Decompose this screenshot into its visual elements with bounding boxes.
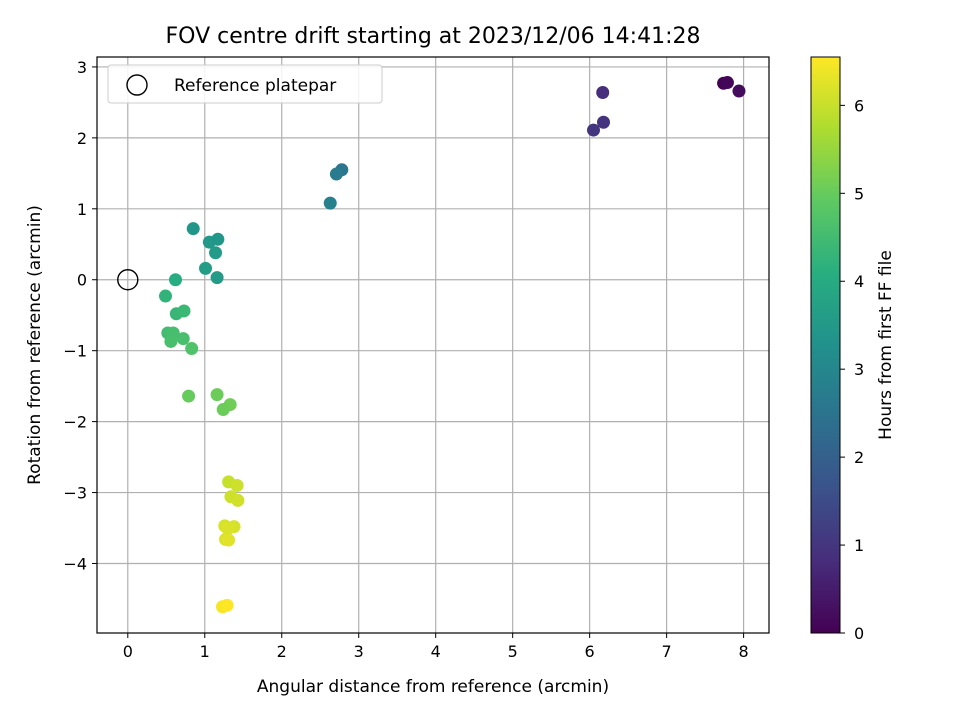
y-tick-label: −4 — [63, 554, 87, 573]
scatter-point — [596, 85, 610, 99]
x-tick-label: 7 — [662, 642, 672, 661]
y-tick-label: −3 — [63, 484, 87, 503]
colorbar-tick-label: 6 — [854, 96, 864, 115]
scatter-point — [164, 334, 178, 348]
scatter-point — [597, 115, 611, 129]
scatter-point — [222, 533, 236, 547]
scatter-point — [323, 196, 337, 210]
scatter-point — [216, 403, 230, 417]
colorbar: 0 1 2 3 4 5 6 Hours from first FF file — [810, 56, 896, 643]
scatter-point — [732, 84, 746, 98]
x-tick-label: 1 — [200, 642, 210, 661]
y-axis-label: Rotation from reference (arcmin) — [25, 205, 45, 485]
y-tick-label: 1 — [77, 200, 87, 219]
reference-layer — [117, 269, 139, 291]
legend: Reference platepar — [107, 64, 383, 104]
x-tick-label: 2 — [277, 642, 287, 661]
colorbar-tick-label: 1 — [854, 536, 864, 555]
legend-box — [107, 64, 383, 104]
colorbar-gradient — [810, 56, 841, 634]
scatter-point — [182, 389, 196, 403]
x-tick-label: 8 — [739, 642, 749, 661]
scatter-point — [199, 261, 213, 275]
y-tick-label: −1 — [63, 342, 87, 361]
scatter-point — [169, 273, 183, 287]
x-tick-label: 6 — [585, 642, 595, 661]
scatter-point — [209, 246, 223, 260]
scatter-point — [159, 289, 173, 303]
reference-platepar-marker — [117, 269, 139, 291]
chart-title: FOV centre drift starting at 2023/12/06 … — [166, 24, 701, 49]
scatter-point — [211, 232, 225, 246]
x-tick-label: 3 — [354, 642, 364, 661]
scatter-point — [586, 123, 600, 137]
colorbar-tick-label: 2 — [854, 448, 864, 467]
scatter-point — [329, 167, 343, 181]
legend-marker-icon — [126, 74, 148, 96]
axis-ticks: 0 1 2 3 4 5 6 7 8 −4 −3 −2 −1 0 1 2 3 — [63, 58, 748, 661]
scatter-point — [210, 271, 224, 285]
x-tick-label: 4 — [431, 642, 441, 661]
scatter-point — [186, 222, 200, 236]
scatter-points — [159, 76, 746, 614]
colorbar-tick-label: 4 — [854, 272, 864, 291]
colorbar-tick-label: 5 — [854, 184, 864, 203]
legend-entry-label: Reference platepar — [174, 76, 336, 96]
x-tick-label: 5 — [508, 642, 518, 661]
y-tick-label: 2 — [77, 129, 87, 148]
scatter-point — [720, 76, 734, 90]
scatter-point — [210, 388, 224, 402]
colorbar-label: Hours from first FF file — [876, 250, 896, 440]
scatter-point — [185, 342, 199, 356]
x-axis-label: Angular distance from reference (arcmin) — [257, 677, 609, 697]
colorbar-tick-label: 0 — [854, 624, 864, 643]
grid — [97, 57, 769, 633]
scatter-point — [221, 522, 235, 536]
y-tick-label: 3 — [77, 58, 87, 77]
scatter-point — [176, 332, 190, 346]
y-tick-label: −2 — [63, 413, 87, 432]
colorbar-tick-label: 3 — [854, 360, 864, 379]
scatter-point — [230, 478, 244, 492]
plot-frame — [96, 56, 770, 634]
x-tick-label: 0 — [123, 642, 133, 661]
scatter-point — [220, 598, 234, 612]
colorbar-ticks: 0 1 2 3 4 5 6 — [840, 96, 864, 643]
scatter-point — [231, 493, 245, 507]
y-tick-label: 0 — [77, 271, 87, 290]
scatter-point — [177, 304, 191, 318]
